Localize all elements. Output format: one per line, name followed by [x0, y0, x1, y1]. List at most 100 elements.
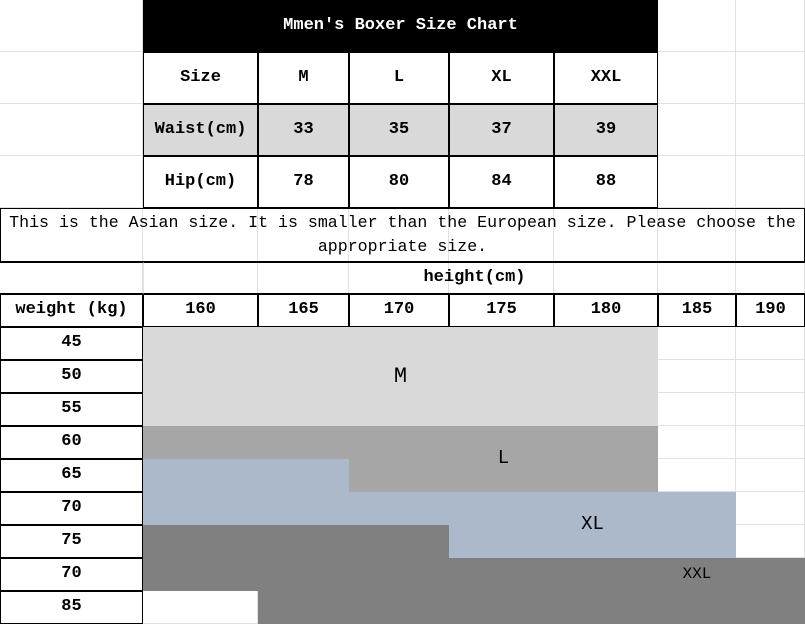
grid-cell [658, 426, 736, 459]
grid-cell [554, 208, 658, 262]
grid-cell [554, 294, 658, 327]
grid-cell [658, 156, 736, 208]
size-header-cell: M [258, 52, 349, 104]
size-region-xxl [143, 558, 805, 591]
size-region-xl [143, 492, 736, 525]
grid-cell [736, 525, 805, 558]
grid-cell [258, 156, 349, 208]
height-label: height(cm) [143, 262, 805, 294]
grid-cell [449, 294, 554, 327]
grid-cell [658, 294, 736, 327]
grid-cell [0, 558, 143, 591]
grid-cell [658, 360, 736, 393]
size-header-cell: XL [449, 52, 554, 104]
grid-cell [658, 327, 736, 360]
grid-cell [736, 52, 805, 104]
size-header-cell: XXL [554, 52, 658, 104]
grid-cell [554, 52, 658, 104]
grid-cell [658, 104, 736, 156]
grid-cell [349, 208, 449, 262]
size-region-l [349, 459, 658, 492]
grid-cell [143, 156, 258, 208]
measure-value: 39 [554, 104, 658, 156]
grid-cell [658, 0, 736, 52]
size-region-xl [449, 525, 736, 558]
grid-cell [0, 294, 143, 327]
size-region-label: M [393, 363, 408, 389]
chart-title: Mmen's Boxer Size Chart [143, 0, 658, 52]
grid-cell [0, 360, 143, 393]
grid-cell [449, 156, 554, 208]
grid-cell [449, 208, 554, 262]
height-label-spacer [0, 262, 143, 294]
height-value: 190 [736, 294, 805, 327]
weight-value: 65 [0, 459, 143, 492]
size-region-m [143, 327, 658, 426]
grid-cell [736, 104, 805, 156]
grid-cell [0, 208, 143, 262]
grid-cell [0, 0, 143, 52]
grid-cell [143, 208, 258, 262]
grid-cell [554, 156, 658, 208]
measure-value: 88 [554, 156, 658, 208]
size-region-label: L [497, 447, 510, 470]
grid-cell [258, 208, 349, 262]
size-region-xxl [258, 591, 805, 624]
weight-value: 50 [0, 360, 143, 393]
weight-label: weight (kg) [0, 294, 143, 327]
grid-cell [736, 156, 805, 208]
grid-cell [143, 591, 258, 624]
weight-value: 85 [0, 591, 143, 624]
grid-cell [736, 393, 805, 426]
size-region-label: XL [581, 513, 604, 536]
height-value: 185 [658, 294, 736, 327]
measure-value: 78 [258, 156, 349, 208]
grid-cell [658, 393, 736, 426]
height-value: 170 [349, 294, 449, 327]
grid-cell [0, 393, 143, 426]
size-region-xl [143, 459, 349, 492]
weight-value: 70 [0, 492, 143, 525]
grid-cell [736, 426, 805, 459]
grid-cell [258, 52, 349, 104]
measure-value: 84 [449, 156, 554, 208]
grid-cell [736, 492, 805, 525]
measure-value: 37 [449, 104, 554, 156]
grid-cell [349, 156, 449, 208]
grid-cell [658, 208, 736, 262]
grid-cell [736, 360, 805, 393]
grid-cell [736, 459, 805, 492]
grid-cell [258, 294, 349, 327]
weight-value: 75 [0, 525, 143, 558]
height-value: 160 [143, 294, 258, 327]
size-region-l [143, 426, 658, 459]
size-note: This is the Asian size. It is smaller th… [0, 208, 805, 262]
grid-cell [0, 525, 143, 558]
grid-cell [143, 294, 258, 327]
measure-row-label: Hip(cm) [143, 156, 258, 208]
height-value: 180 [554, 294, 658, 327]
grid-cell [0, 156, 143, 208]
grid-cell [0, 327, 143, 360]
size-region-label: XXL [682, 564, 712, 583]
weight-value: 60 [0, 426, 143, 459]
weight-value: 70 [0, 558, 143, 591]
measure-value: 35 [349, 104, 449, 156]
grid-cell [0, 459, 143, 492]
grid-cell [0, 426, 143, 459]
grid-cell [349, 52, 449, 104]
grid-cell [736, 327, 805, 360]
weight-value: 45 [0, 327, 143, 360]
size-header-cell: L [349, 52, 449, 104]
size-region-xxl [143, 525, 449, 558]
size-header-label: Size [143, 52, 258, 104]
measure-value: 80 [349, 156, 449, 208]
height-value: 165 [258, 294, 349, 327]
height-value: 175 [449, 294, 554, 327]
measure-value: 33 [258, 104, 349, 156]
weight-value: 55 [0, 393, 143, 426]
grid-cell [0, 52, 143, 104]
grid-cell [658, 459, 736, 492]
grid-cell [0, 492, 143, 525]
measure-row-label: Waist(cm) [143, 104, 258, 156]
